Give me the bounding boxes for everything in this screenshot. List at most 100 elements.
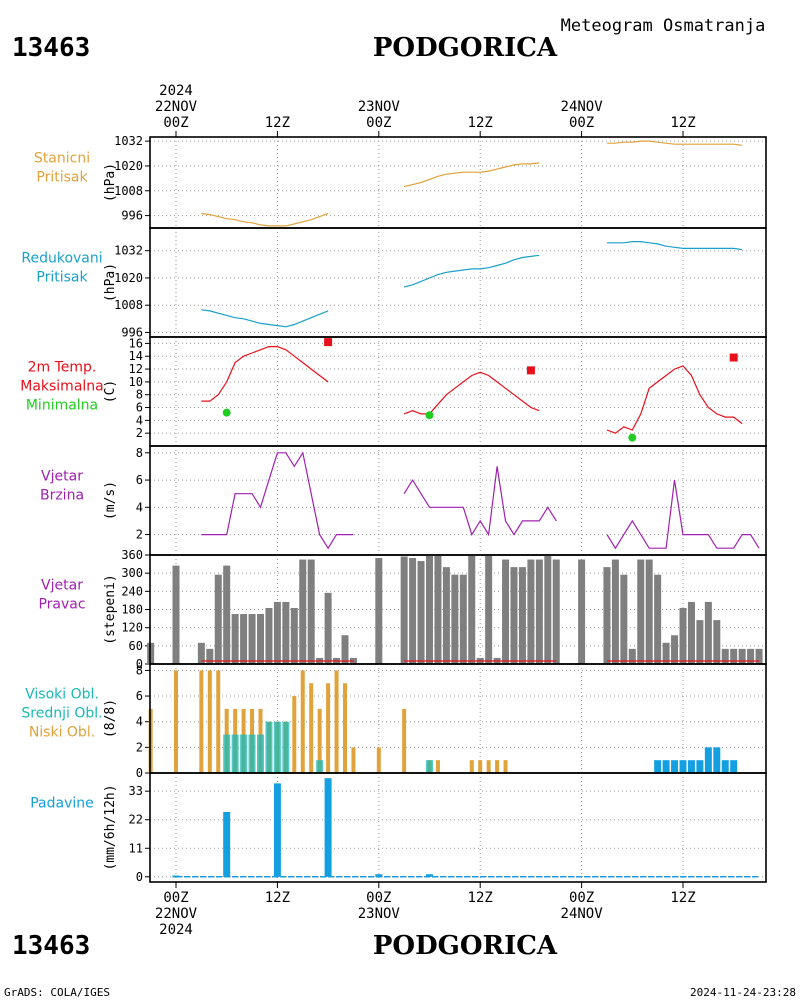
low-cloud-bar (174, 670, 178, 773)
min-temp-point (425, 411, 434, 420)
panel-frame (149, 136, 767, 229)
series-line (201, 212, 329, 227)
y-axis-label: (hPa) (103, 263, 118, 302)
precip-bar (273, 783, 281, 877)
direction-bar (518, 567, 526, 664)
time-label-top: 00Z (366, 115, 391, 131)
time-label-top: 23NOV (358, 99, 401, 115)
direction-bar (257, 614, 264, 664)
y-tick-label: 0 (136, 766, 143, 780)
direction-bar (426, 555, 433, 664)
precip-bar (223, 811, 231, 877)
y-tick-label: 16 (129, 336, 143, 350)
low-cloud-bar (376, 747, 381, 773)
direction-bar (307, 559, 315, 664)
high-cloud-bar (679, 760, 687, 773)
min-temp-point (222, 408, 231, 417)
time-label-bottom: 00Z (163, 890, 188, 906)
series-line (607, 140, 743, 146)
y-tick-label: 14 (129, 349, 143, 363)
y-tick-label: 240 (121, 584, 143, 598)
credit-text: GrADS: COLA/IGES (4, 986, 110, 999)
y-tick-label: 1032 (114, 134, 143, 148)
direction-bar (231, 614, 239, 664)
time-label-top: 12Z (265, 115, 290, 131)
panel-label: Maksimalna (20, 379, 104, 395)
direction-bar (172, 565, 180, 664)
panel-station-pressure: 996 1008 1020 1032 Stanicni Pritisak (hPa) (34, 134, 767, 229)
high-cloud-bar (265, 721, 273, 773)
direction-bar (704, 601, 712, 664)
low-cloud-bar (478, 760, 483, 773)
y-axis-label: (m/s) (103, 481, 118, 520)
y-tick-label: 6 (136, 473, 143, 487)
direction-bar (535, 559, 543, 664)
y-tick-label: 1032 (114, 244, 143, 258)
direction-bar (654, 574, 662, 664)
time-label-top: 24NOV (561, 99, 604, 115)
low-cloud-bar (292, 696, 297, 773)
direction-bar (248, 614, 256, 664)
direction-bar (738, 648, 746, 664)
y-tick-label: 33 (129, 784, 143, 798)
low-cloud-bar (334, 670, 339, 773)
direction-bar (747, 648, 755, 664)
precip-bar (172, 875, 180, 878)
precip-bar (375, 874, 383, 877)
direction-bar (324, 592, 332, 664)
direction-bar (223, 565, 231, 664)
direction-bar (552, 559, 560, 664)
low-cloud-bar (326, 683, 331, 773)
direction-bar (544, 555, 552, 664)
max-temp-point (729, 353, 738, 362)
y-tick-label: 180 (121, 603, 143, 617)
direction-bar (578, 559, 586, 664)
high-cloud-bar (696, 760, 704, 773)
direction-bar (485, 555, 493, 664)
low-cloud-bar (343, 683, 347, 773)
panel-label: Vjetar (41, 469, 83, 485)
y-tick-label: 4 (136, 413, 143, 427)
direction-bar (671, 635, 679, 664)
y-tick-label: 300 (121, 566, 143, 580)
panel-label: Minimalna (26, 398, 98, 414)
low-cloud-bar (199, 670, 204, 773)
direction-bar (687, 601, 695, 664)
time-label-bottom: 22NOV (155, 906, 198, 922)
direction-bar (459, 574, 467, 664)
high-cloud-bar (282, 721, 290, 773)
y-tick-label: 8 (136, 663, 143, 677)
time-label-bottom: 23NOV (358, 906, 401, 922)
direction-bar (468, 555, 476, 664)
direction-bar (637, 559, 645, 664)
y-tick-label: 22 (129, 813, 143, 827)
panel-label: Niski Obl. (29, 725, 95, 741)
direction-bar (527, 559, 535, 664)
y-axis-label: (C) (103, 380, 118, 403)
low-cloud-bar (495, 760, 500, 773)
low-cloud-bar (503, 760, 508, 773)
direction-bar (502, 559, 510, 664)
direction-bar (206, 648, 214, 664)
low-cloud-bar (300, 670, 305, 773)
y-tick-label: 0 (136, 657, 143, 671)
series-line (403, 254, 540, 288)
time-label-top: 12Z (468, 115, 493, 131)
direction-bar (197, 642, 205, 664)
panel-label: Visoki Obl. (25, 687, 99, 703)
chart-title: Meteogram Osmatranja (561, 16, 766, 36)
panel-wind-speed: 2 4 6 8 Vjetar Brzina (m/s) (40, 445, 767, 556)
direction-bar (755, 648, 763, 664)
series-line (201, 451, 354, 550)
y-tick-label: 11 (129, 841, 143, 855)
time-label-top: 00Z (569, 115, 594, 131)
high-cloud-bar (713, 747, 721, 773)
high-cloud-bar (721, 760, 729, 773)
low-cloud-bar (351, 747, 356, 773)
y-tick-label: 996 (121, 209, 143, 223)
direction-bar (696, 620, 704, 664)
panel-wind-direction: 0 60 120 180 240 300 360 Vjetar Pravac (stepeni) (38, 548, 767, 671)
high-cloud-bar (662, 760, 670, 773)
direction-bar (240, 614, 248, 664)
